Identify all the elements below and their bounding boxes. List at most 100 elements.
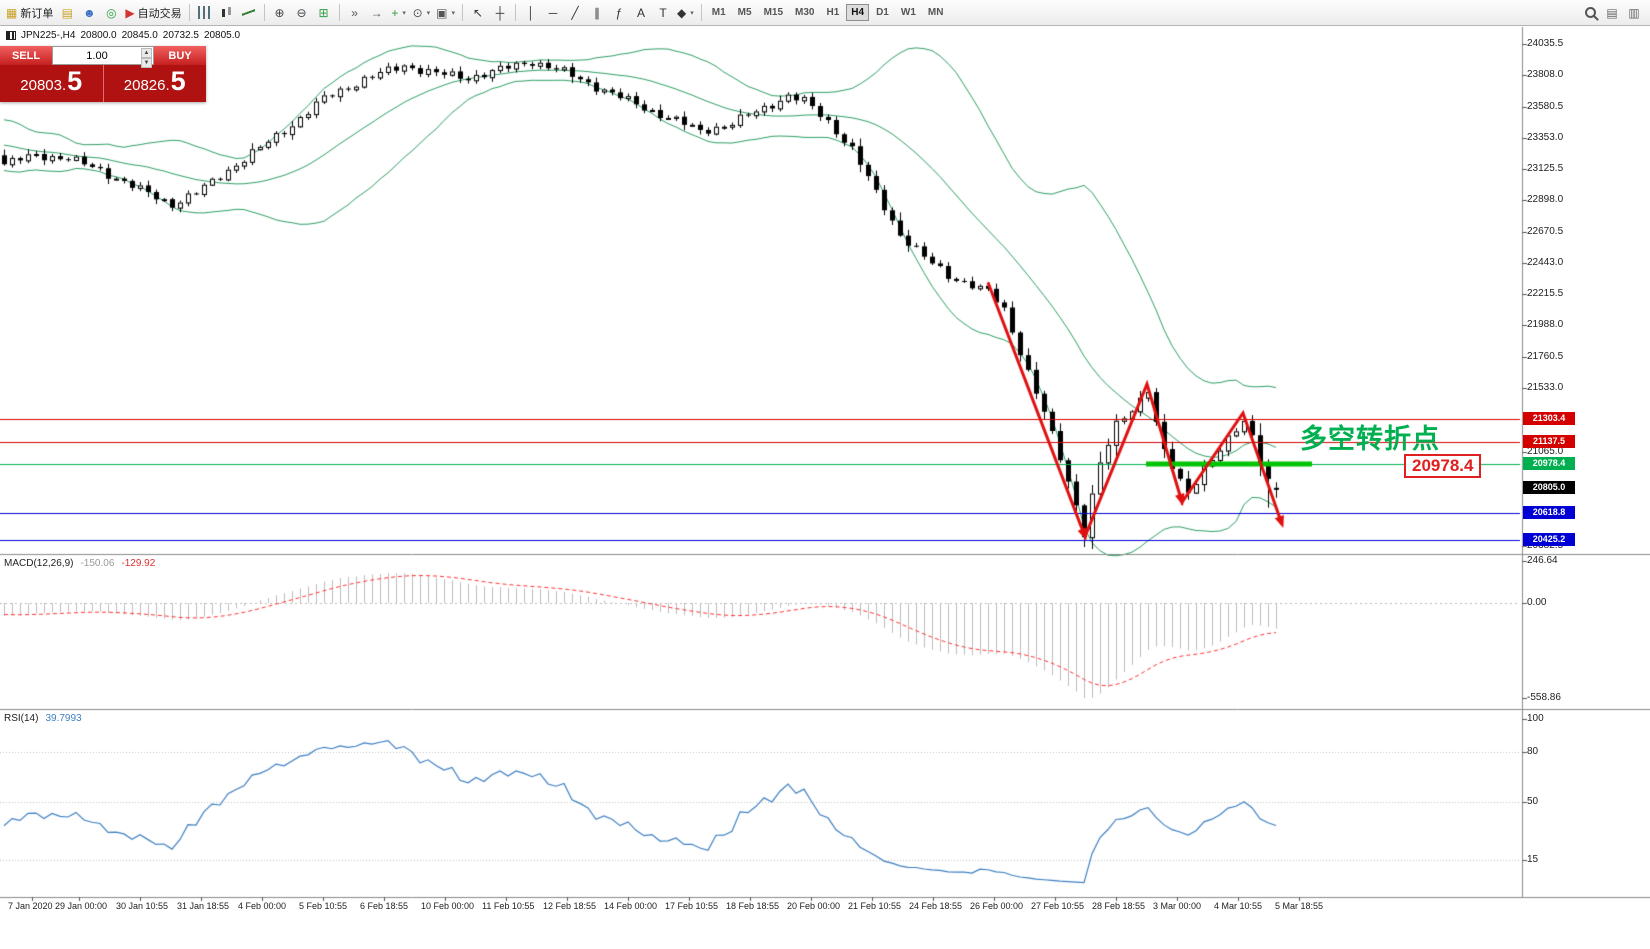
- time-axis-label: 26 Feb 00:00: [970, 901, 1024, 911]
- label-icon-glyph: T: [659, 5, 667, 20]
- shapes-icon[interactable]: ◆ ▾: [675, 3, 696, 23]
- timeframe-m30[interactable]: M30: [795, 7, 815, 18]
- fibonacci-icon[interactable]: ƒ: [609, 3, 629, 23]
- sell-button[interactable]: SELL: [0, 46, 52, 65]
- chart-window-icon[interactable]: ▤: [57, 3, 77, 23]
- timeframe-buttons: M1 M5 M15 M30 H1 H4 D1 W1 MN: [706, 4, 950, 21]
- tile-windows-icon[interactable]: ⊞: [314, 3, 334, 23]
- macd-label: MACD(12,26,9) -150.06 -129.92: [4, 558, 155, 569]
- toolbar-separator: [188, 4, 190, 21]
- line-chart-type-icon[interactable]: [239, 3, 259, 23]
- time-axis-label: 5 Mar 18:55: [1275, 901, 1324, 911]
- volume-up-button[interactable]: ▲: [141, 48, 152, 58]
- price-axis-label: 23808.0: [1527, 69, 1564, 81]
- timeframe-w1[interactable]: W1: [900, 7, 916, 18]
- price-tag-20618.8: 20618.8: [1523, 506, 1575, 520]
- volume-down-button[interactable]: ▼: [141, 58, 152, 68]
- indicators-add-icon-dropdown[interactable]: ▾: [402, 9, 406, 17]
- toolbar-separator: [700, 4, 702, 21]
- chart-shift-icon[interactable]: →: [367, 3, 387, 23]
- candlestick-chart-type-icon-glyph: [220, 6, 234, 19]
- shapes-icon-glyph: ◆: [677, 5, 687, 20]
- candlestick-chart-type-icon[interactable]: [217, 3, 237, 23]
- timeframe-h1[interactable]: H1: [826, 7, 840, 18]
- horizontal-line-icon[interactable]: ─: [543, 3, 563, 23]
- volume-input[interactable]: [53, 49, 153, 62]
- price-axis-label: 22898.0: [1527, 194, 1564, 206]
- macd-axis-label: 246.64: [1527, 554, 1558, 566]
- buy-price[interactable]: 20826. 5: [104, 65, 207, 102]
- auto-scroll-icon[interactable]: »: [345, 3, 365, 23]
- ohlc-close: 20805.0: [203, 30, 241, 41]
- toolbar-items: ▦ 新订单 ▤ ☻ ◎ ▶ 自动交易 ⊕ ⊖ ⊞» → + ▾ ⊙ ▾ ▣ ▾ ↖ ┼ │ ─ ╱ ∥ ƒ A T ◆ ▾: [3, 3, 706, 23]
- navigator-icon[interactable]: ☻: [79, 3, 99, 23]
- text-icon[interactable]: A: [631, 3, 651, 23]
- chart-window-icon-glyph: ▤: [61, 5, 74, 20]
- window-list-button[interactable]: ▤: [1602, 3, 1622, 23]
- sell-price-main: 20803.: [20, 77, 67, 94]
- ohlc-low: 20732.5: [162, 30, 199, 41]
- buy-price-pip: 5: [170, 66, 186, 96]
- toolbar-separator: [338, 4, 340, 21]
- shapes-icon-dropdown[interactable]: ▾: [690, 9, 694, 17]
- trendline-icon[interactable]: ╱: [565, 3, 585, 23]
- help-button[interactable]: ▥: [1624, 3, 1644, 23]
- turning-point-annotation: 多空转折点: [1300, 424, 1440, 454]
- price-axis-label: 23580.5: [1527, 100, 1564, 112]
- time-axis-label: 14 Feb 00:00: [604, 901, 658, 911]
- new-order-button[interactable]: ▦ 新订单: [4, 3, 55, 23]
- rsi-name: RSI(14): [4, 713, 39, 724]
- bar-chart-type-icon[interactable]: [195, 3, 215, 23]
- periods-clock-icon-dropdown[interactable]: ▾: [426, 9, 431, 17]
- rsi-value: 39.7993: [45, 713, 82, 724]
- navigator-icon-glyph: ☻: [83, 5, 96, 20]
- timeframe-m5[interactable]: M5: [737, 7, 752, 18]
- time-axis-label: 27 Feb 10:55: [1031, 901, 1085, 911]
- macd-axis-label: 0.00: [1527, 597, 1547, 608]
- new-order-button-label: 新订单: [20, 7, 54, 20]
- market-watch-icon[interactable]: ◎: [101, 3, 121, 23]
- toolbar-right: ▤ ▥: [1579, 3, 1647, 23]
- price-tag-20805.0: 20805.0: [1523, 480, 1575, 494]
- periods-clock-icon[interactable]: ⊙ ▾: [411, 3, 433, 23]
- timeframe-m1[interactable]: M1: [711, 7, 726, 18]
- price-tag-20978.4: 20978.4: [1523, 456, 1575, 470]
- time-axis-label: 30 Jan 10:55: [116, 901, 169, 911]
- time-axis-label: 12 Feb 18:55: [543, 901, 597, 911]
- zoom-out-icon[interactable]: ⊖: [292, 3, 312, 23]
- crosshair-icon[interactable]: ┼: [490, 3, 510, 23]
- time-axis-label: 18 Feb 18:55: [726, 901, 780, 911]
- time-axis-label: 5 Feb 10:55: [299, 901, 348, 911]
- line-chart-type-icon-glyph: [242, 6, 256, 19]
- buy-button[interactable]: BUY: [154, 46, 206, 65]
- cursor-icon[interactable]: ↖: [468, 3, 488, 23]
- vertical-line-icon-glyph: │: [527, 5, 535, 20]
- price-axis-label: 21988.0: [1527, 319, 1564, 331]
- price-tag-21303.4: 21303.4: [1523, 412, 1575, 426]
- vertical-line-icon[interactable]: │: [521, 3, 541, 23]
- channel-icon[interactable]: ∥: [587, 3, 607, 23]
- zoom-in-icon[interactable]: ⊕: [270, 3, 290, 23]
- timeframe-mn[interactable]: MN: [927, 7, 944, 18]
- indicators-add-icon[interactable]: + ▾: [389, 3, 409, 23]
- timeframe-h4[interactable]: H4: [846, 4, 870, 21]
- timeframe-m15[interactable]: M15: [763, 7, 784, 18]
- ohlc-open: 20800.0: [80, 30, 117, 41]
- templates-icon[interactable]: ▣ ▾: [434, 3, 457, 23]
- sell-price[interactable]: 20803. 5: [0, 65, 104, 102]
- price-callout-box: 20978.4: [1404, 454, 1482, 478]
- search-button[interactable]: [1580, 3, 1600, 23]
- autotrading-button[interactable]: ▶ 自动交易: [123, 3, 183, 23]
- rsi-axis-label: 15: [1527, 854, 1539, 866]
- templates-icon-dropdown[interactable]: ▾: [451, 9, 456, 17]
- price-axis-label: 23125.5: [1527, 163, 1564, 175]
- search-icon: [1584, 7, 1596, 18]
- label-icon[interactable]: T: [653, 3, 673, 23]
- price-axis-label: 21760.5: [1527, 350, 1564, 362]
- toolbar: ▦ 新订单 ▤ ☻ ◎ ▶ 自动交易 ⊕ ⊖ ⊞» → + ▾ ⊙ ▾ ▣ ▾ ↖ ┼ │ ─ ╱ ∥ ƒ A T ◆ ▾ M1 M5 M…: [0, 0, 1650, 26]
- templates-icon-glyph: ▣: [436, 5, 448, 20]
- timeframe-d1[interactable]: D1: [876, 7, 889, 18]
- price-axis-label: 21533.0: [1527, 381, 1564, 393]
- horizontal-line-icon-glyph: ─: [548, 5, 558, 20]
